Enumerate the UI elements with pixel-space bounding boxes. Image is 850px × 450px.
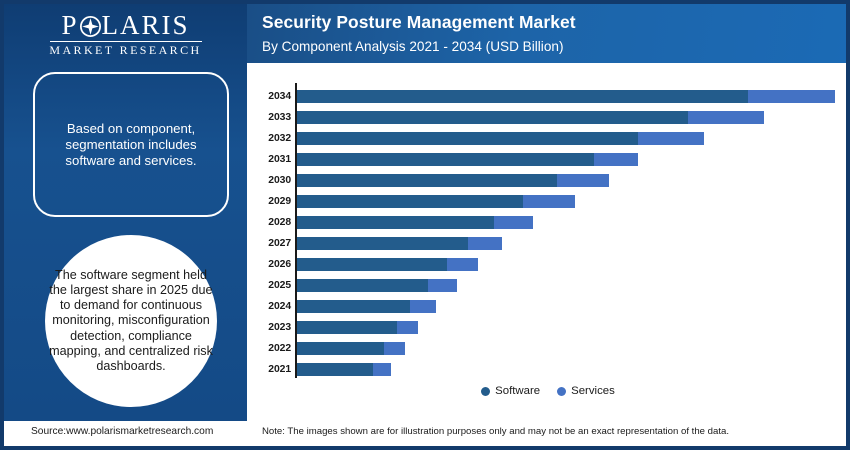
legend-marker-icon — [481, 386, 491, 396]
bar-segment-services — [638, 132, 704, 145]
bar-segment-services — [522, 195, 576, 208]
bar-segment-services — [556, 174, 610, 187]
brand-name: P LARIS — [4, 10, 247, 40]
component-note-box: Based on component, segmentation include… — [33, 72, 229, 217]
page-title: Security Posture Management Market — [262, 12, 576, 32]
brand-divider — [49, 41, 202, 42]
bar-segment-services — [428, 279, 458, 292]
brand-logo: P LARIS MARKET RESEARCH — [4, 10, 247, 57]
bar-segment-software — [297, 153, 594, 166]
y-axis-tick-label: 2031 — [268, 154, 291, 165]
bar-segment-software — [297, 195, 523, 208]
chart-panel: 2034 2033 2032 2031 2030 2029 2028 2027 2026 2025… — [250, 63, 846, 421]
legend-item[interactable]: Software — [481, 385, 540, 397]
insight-circle: The software segment held the largest sh… — [45, 235, 217, 407]
legend-label: Software — [495, 385, 541, 397]
brand-name-prefix: P — [61, 10, 79, 40]
footer-bar: Source:www.polarismarketresearch.com Not… — [4, 421, 846, 446]
brand-name-suffix: LARIS — [101, 10, 190, 40]
brand-tagline: MARKET RESEARCH — [49, 43, 202, 57]
bar-segment-services — [373, 363, 392, 376]
y-axis-tick-label: 2024 — [268, 301, 291, 312]
bar-segment-services — [748, 90, 835, 103]
compass-star-icon — [79, 16, 101, 37]
bar-segment-software — [297, 363, 374, 376]
y-axis-tick-label: 2034 — [268, 91, 291, 102]
insight-circle-text: The software segment held the largest sh… — [49, 267, 213, 373]
bar-segment-services — [493, 216, 534, 229]
bar-segment-software — [297, 174, 557, 187]
bar-segment-software — [297, 300, 410, 313]
bar-segment-software — [297, 132, 639, 145]
page-subtitle: By Component Analysis 2021 - 2034 (USD B… — [262, 39, 564, 54]
source-label: Source:www.polarismarketresearch.com — [31, 426, 214, 437]
legend-marker-icon — [557, 386, 567, 396]
y-axis-tick-label: 2023 — [268, 322, 291, 333]
legend-label: Services — [571, 385, 615, 397]
y-axis-tick-label: 2025 — [268, 280, 291, 291]
bar-segment-software — [297, 279, 429, 292]
y-axis-tick-label: 2026 — [268, 259, 291, 270]
bar-segment-software — [297, 237, 468, 250]
y-axis-tick-label: 2022 — [268, 343, 291, 354]
chart-header: Security Posture Management Market By Co… — [247, 4, 846, 63]
y-axis-tick-label: 2027 — [268, 238, 291, 249]
bar-segment-software — [297, 342, 384, 355]
bar-segment-software — [297, 216, 494, 229]
y-axis-tick-label: 2030 — [268, 175, 291, 186]
bar-segment-software — [297, 321, 397, 334]
stacked-bar-chart: 2034 2033 2032 2031 2030 2029 2028 2027 2026 2025… — [250, 63, 846, 383]
y-axis-line — [295, 83, 297, 378]
component-note-text: Based on component, segmentation include… — [65, 120, 197, 168]
bar-segment-services — [467, 237, 502, 250]
bar-segment-services — [383, 342, 405, 355]
legend-item[interactable]: Services — [557, 385, 615, 397]
bar-segment-services — [409, 300, 437, 313]
y-axis-tick-label: 2021 — [268, 364, 291, 375]
disclaimer-note: Note: The images shown are for illustrat… — [262, 426, 729, 437]
y-axis-tick-label: 2028 — [268, 217, 291, 228]
y-axis-tick-label: 2032 — [268, 133, 291, 144]
bar-segment-software — [297, 111, 689, 124]
chart-legend: Software Services — [250, 385, 846, 397]
bar-segment-software — [297, 258, 447, 271]
sidebar-panel: P LARIS MARKET RESEARCH Based on compone… — [4, 4, 247, 421]
bar-segment-services — [688, 111, 765, 124]
bar-segment-software — [297, 90, 749, 103]
y-axis-tick-label: 2029 — [268, 196, 291, 207]
bar-segment-services — [446, 258, 479, 271]
bar-segment-services — [593, 153, 639, 166]
y-axis-tick-label: 2033 — [268, 112, 291, 123]
bar-segment-services — [396, 321, 418, 334]
